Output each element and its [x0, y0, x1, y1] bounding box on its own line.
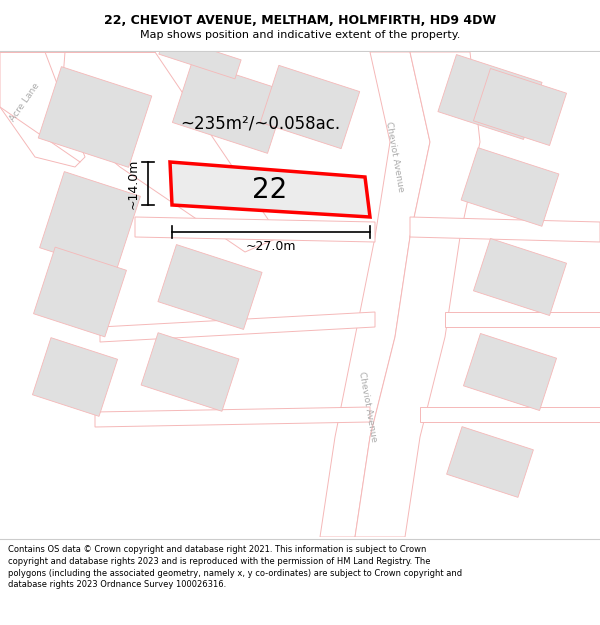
- Polygon shape: [141, 332, 239, 411]
- Polygon shape: [95, 407, 370, 427]
- Polygon shape: [40, 172, 140, 272]
- Polygon shape: [410, 217, 600, 242]
- Text: ~27.0m: ~27.0m: [246, 240, 296, 253]
- Text: Cheviot Avenue: Cheviot Avenue: [358, 371, 379, 443]
- Polygon shape: [172, 61, 287, 153]
- Polygon shape: [438, 54, 542, 139]
- Polygon shape: [355, 52, 480, 537]
- Text: Contains OS data © Crown copyright and database right 2021. This information is : Contains OS data © Crown copyright and d…: [8, 545, 462, 589]
- Polygon shape: [32, 338, 118, 416]
- Text: Acre Lane: Acre Lane: [8, 81, 41, 123]
- Text: ~14.0m: ~14.0m: [127, 158, 140, 209]
- Text: 22, CHEVIOT AVENUE, MELTHAM, HOLMFIRTH, HD9 4DW: 22, CHEVIOT AVENUE, MELTHAM, HOLMFIRTH, …: [104, 14, 496, 27]
- Text: ~235m²/~0.058ac.: ~235m²/~0.058ac.: [180, 114, 340, 132]
- Polygon shape: [159, 35, 241, 79]
- Polygon shape: [446, 427, 533, 498]
- Polygon shape: [158, 244, 262, 329]
- Polygon shape: [60, 52, 280, 252]
- Polygon shape: [473, 239, 566, 316]
- Polygon shape: [170, 162, 370, 217]
- Polygon shape: [420, 407, 600, 422]
- Polygon shape: [135, 217, 375, 242]
- Polygon shape: [260, 66, 359, 149]
- Polygon shape: [445, 312, 600, 327]
- Text: Map shows position and indicative extent of the property.: Map shows position and indicative extent…: [140, 30, 460, 40]
- Polygon shape: [461, 148, 559, 226]
- Polygon shape: [38, 67, 152, 168]
- Polygon shape: [320, 52, 430, 537]
- Polygon shape: [473, 69, 566, 146]
- Polygon shape: [100, 312, 375, 342]
- Polygon shape: [34, 247, 127, 337]
- Text: 22: 22: [251, 176, 287, 204]
- Polygon shape: [0, 52, 85, 167]
- Polygon shape: [463, 334, 557, 411]
- Text: Cheviot Avenue: Cheviot Avenue: [385, 121, 406, 193]
